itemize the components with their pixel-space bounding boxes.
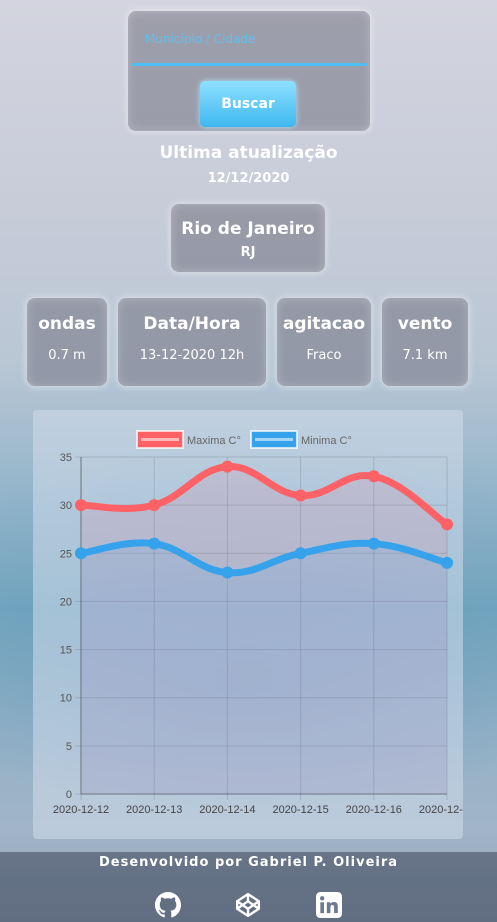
y-tick-label: 5: [66, 741, 72, 753]
data-point: [148, 537, 161, 550]
card-value: 13-12-2020 12h: [139, 348, 245, 363]
card-title: Data/Hora: [143, 314, 241, 334]
card-value: 0.7 m: [48, 348, 86, 363]
x-tick-label: 2020-12-14: [199, 804, 255, 816]
series-area: [81, 542, 447, 794]
series-line: [77, 539, 451, 577]
data-point: [441, 556, 453, 569]
y-tick-label: 10: [60, 693, 72, 705]
legend-label: Minima C°: [301, 435, 352, 447]
x-tick-label: 2020-12-15: [272, 804, 328, 816]
card-title: ondas: [38, 314, 96, 334]
data-point: [294, 489, 307, 502]
y-tick-label: 0: [66, 789, 72, 801]
card-title: vento: [397, 314, 453, 334]
y-tick-label: 20: [60, 596, 72, 608]
y-tick-label: 15: [60, 645, 72, 657]
footer-credit: Desenvolvido por Gabriel P. Oliveira: [98, 855, 399, 870]
city-search-input[interactable]: Município / Cidade: [145, 32, 256, 46]
github-icon[interactable]: [155, 892, 181, 918]
wind-card: vento 7.1 km: [382, 298, 468, 386]
input-underline: [131, 63, 367, 66]
x-tick-label: 2020-12-13: [126, 804, 182, 816]
data-point: [148, 499, 161, 512]
datetime-card: Data/Hora 13-12-2020 12h: [118, 298, 266, 386]
data-point: [221, 460, 234, 473]
temperature-chart: 0 5 10 15 20 25 30 35 2020-12-12 2020-12-13 2020-1…: [53, 430, 463, 816]
legend-label: Maxima C°: [187, 435, 241, 447]
waves-card: ondas 0.7 m: [27, 298, 107, 386]
linkedin-icon[interactable]: [316, 892, 342, 918]
card-title: agitacao: [282, 314, 366, 334]
y-tick-label: 35: [60, 452, 72, 464]
search-panel: Município / Cidade Buscar: [128, 11, 370, 131]
city-name: Rio de Janeiro: [181, 219, 315, 239]
data-point: [75, 499, 87, 512]
footer: Desenvolvido por Gabriel P. Oliveira: [0, 852, 497, 922]
y-tick-label: 25: [60, 548, 72, 560]
data-point: [75, 547, 87, 560]
update-title: Ultima atualização: [159, 143, 338, 163]
update-date: 12/12/2020: [207, 171, 290, 186]
x-tick-label: 2020-12-12: [53, 804, 109, 816]
data-point: [367, 537, 380, 550]
state-code: RJ: [240, 245, 256, 260]
codepen-icon[interactable]: [235, 892, 261, 918]
data-point: [367, 470, 380, 483]
agitation-card: agitacao Fraco: [277, 298, 371, 386]
card-value: 7.1 km: [402, 348, 448, 363]
search-button[interactable]: Buscar: [200, 81, 296, 127]
y-tick-label: 30: [60, 500, 72, 512]
x-tick-label: 2020-12-16: [346, 804, 402, 816]
x-tick-label: 2020-12-17: [419, 804, 463, 816]
location-card: Rio de Janeiro RJ: [171, 204, 325, 272]
data-point: [221, 566, 234, 579]
data-point: [441, 518, 453, 531]
temperature-chart-panel: 0 5 10 15 20 25 30 35 2020-12-12 2020-12-13 2020-1…: [33, 410, 463, 839]
data-point: [294, 547, 307, 560]
card-value: Fraco: [306, 348, 342, 363]
